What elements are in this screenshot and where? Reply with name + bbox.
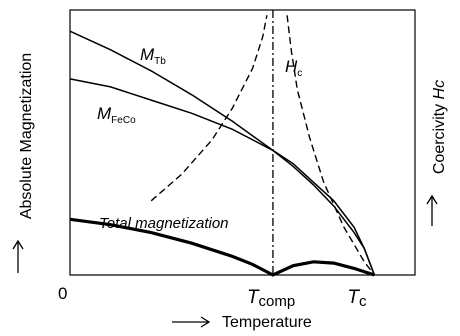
- series-hc-segment-0: [150, 15, 268, 202]
- series-line-1: [69, 78, 376, 276]
- series-label-hc: Hc: [285, 57, 302, 79]
- y-axis-label: Absolute Magnetization: [18, 53, 35, 219]
- y-axis-right-label: Coercivity Hc: [431, 80, 448, 174]
- series-label-total: Total magnetization: [99, 215, 229, 232]
- series-line-2: [69, 217, 375, 277]
- plot-frame: [69, 9, 416, 276]
- series-label-mtb: MTb: [140, 45, 166, 67]
- series-label-mfeco: MFeCo: [97, 104, 136, 126]
- x-tick-label-0: Tcomp: [247, 287, 295, 310]
- x-tick-label-1: Tc: [347, 287, 367, 310]
- series-line-0: [69, 30, 376, 276]
- y-axis-right-arrowhead-icon: [426, 194, 438, 205]
- x-axis-arrowhead-icon: [200, 316, 211, 328]
- y-axis-arrowhead-icon: [12, 239, 24, 250]
- x-axis-label: Temperature: [222, 314, 312, 331]
- origin-label: 0: [58, 284, 67, 303]
- series-hc-segment-1: [286, 15, 375, 276]
